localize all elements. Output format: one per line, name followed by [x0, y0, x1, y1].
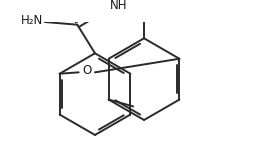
Text: H₂N: H₂N [21, 14, 43, 27]
Text: NH: NH [110, 0, 128, 12]
Text: O: O [82, 64, 91, 78]
